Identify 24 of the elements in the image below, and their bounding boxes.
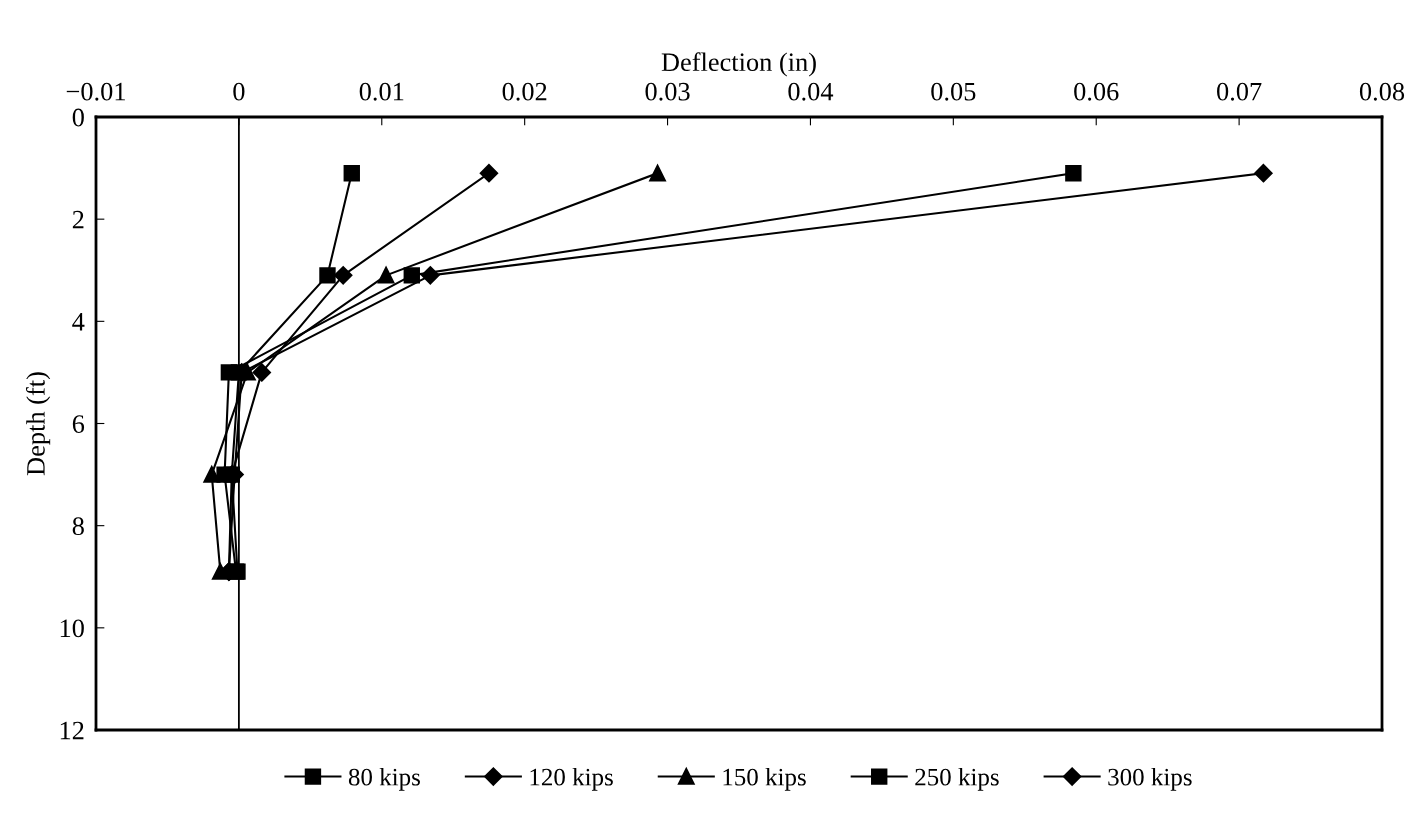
x-tick-label: 0.07 [1217,82,1262,101]
legend-label: 250 kips [915,767,999,791]
y-tick-label: 10 [60,619,84,638]
y-tick-label: 6 [72,415,85,433]
y-tick-label: 8 [72,517,84,536]
legend-label: 150 kips [723,767,806,791]
x-tick-label: −0.01 [66,82,125,101]
x-tick-label: 0.05 [931,82,976,101]
legend-label: 80 kips [348,767,420,791]
x-axis-title: Deflection (in) [661,52,816,77]
legend-label: 120 kips [530,767,613,791]
legend-label: 300 kips [1108,767,1192,791]
x-tick-label: 0.02 [502,82,547,101]
y-tick-label: 4 [72,313,85,331]
x-tick-label: 0.08 [1359,82,1405,101]
x-tick-label: 0.04 [788,82,834,101]
x-tick-label: 0.06 [1074,82,1119,101]
y-tick-label: 2 [72,210,84,229]
y-tick-label: 12 [60,721,84,740]
x-tick-label: 0 [233,82,245,101]
x-tick-label: 0.01 [359,82,404,101]
x-tick-label: 0.03 [645,82,690,101]
y-tick-label: 0 [72,108,84,127]
y-axis-title: Depth (ft) [25,372,51,476]
